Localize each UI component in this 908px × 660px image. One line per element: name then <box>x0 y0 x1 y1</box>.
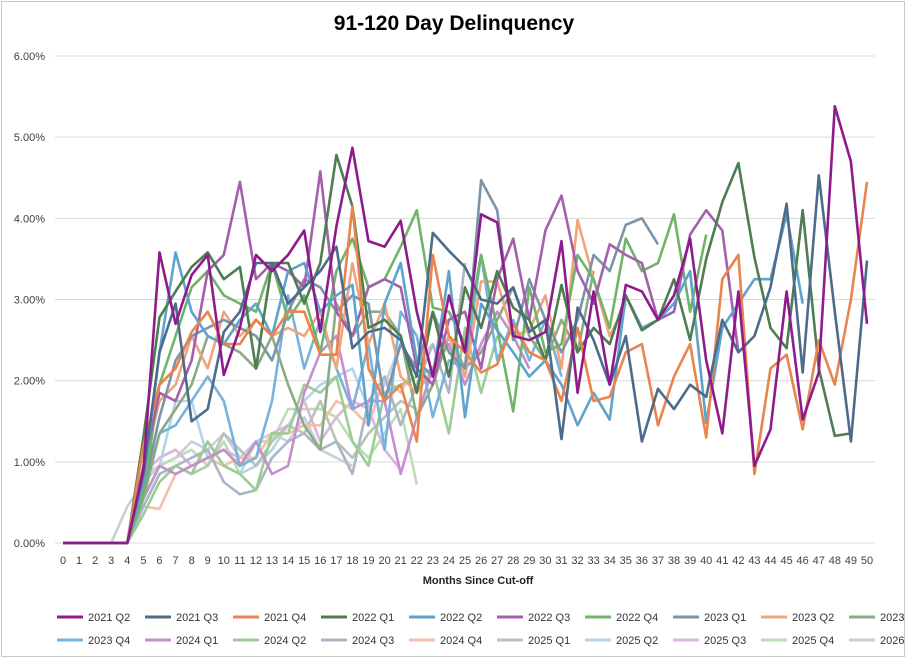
series-line <box>63 415 353 545</box>
x-tick-label: 50 <box>861 555 873 567</box>
x-tick-label: 14 <box>282 555 294 567</box>
x-tick-label: 35 <box>620 555 632 567</box>
x-tick-label: 21 <box>395 555 407 567</box>
x-tick-label: 34 <box>604 555 616 567</box>
x-tick-label: 37 <box>652 555 664 567</box>
series-line <box>63 170 740 545</box>
x-tick-label: 40 <box>700 555 712 567</box>
x-tick-label: 10 <box>218 555 230 567</box>
series-lines <box>63 105 869 545</box>
series-line <box>63 407 419 545</box>
y-axis-ticks: 0.00% 1.00% 2.00% 3.00% 4.00% 5.00% 6.00% <box>14 51 45 550</box>
x-tick-label: 49 <box>845 555 857 567</box>
x-axis-ticks: 0 1 2 3 4 5 6 7 8 9 10 11 12 13 14 15 16 17 18 19 20 21 22 23 24… <box>60 555 873 567</box>
x-tick-label: 27 <box>491 555 503 567</box>
y-tick-label: 1.00% <box>14 457 45 469</box>
legend-label: 2022 Q3 <box>528 612 570 624</box>
x-tick-label: 15 <box>298 555 310 567</box>
x-tick-label: 33 <box>588 555 600 567</box>
x-tick-label: 11 <box>234 555 245 567</box>
y-tick-label: 5.00% <box>14 132 45 144</box>
x-tick-label: 1 <box>76 555 82 567</box>
x-tick-label: 39 <box>684 555 696 567</box>
chart-title: 91-120 Day Delinquency <box>333 12 575 35</box>
legend-label: 2021 Q2 <box>88 612 130 624</box>
legend-label: 2023 Q2 <box>792 612 834 624</box>
y-tick-label: 4.00% <box>14 213 45 225</box>
legend-label: 2022 Q2 <box>440 612 482 624</box>
x-tick-label: 5 <box>140 555 146 567</box>
legend-label: 2024 Q4 <box>440 635 482 647</box>
x-axis-label: Months Since Cut-off <box>423 575 534 587</box>
legend-label: 2025 Q1 <box>528 635 570 647</box>
x-tick-label: 6 <box>156 555 162 567</box>
y-tick-label: 2.00% <box>14 376 45 388</box>
x-tick-label: 12 <box>250 555 262 567</box>
legend-label: 2023 Q1 <box>704 612 746 624</box>
x-tick-label: 28 <box>507 555 519 567</box>
legend-label: 2022 Q4 <box>616 612 658 624</box>
y-tick-label: 6.00% <box>14 51 45 63</box>
x-tick-label: 46 <box>797 555 809 567</box>
legend-label: 2023 Q4 <box>88 635 130 647</box>
x-tick-label: 48 <box>829 555 841 567</box>
x-tick-label: 4 <box>124 555 130 567</box>
x-tick-label: 42 <box>732 555 744 567</box>
gridlines <box>55 55 875 544</box>
x-tick-label: 0 <box>60 555 66 567</box>
x-tick-label: 44 <box>764 555 776 567</box>
legend: 2021 Q2 2021 Q3 2021 Q4 2022 Q1 2022 Q2 2022 … <box>57 612 908 647</box>
x-tick-label: 18 <box>346 555 358 567</box>
legend-label: 2025 Q2 <box>616 635 658 647</box>
x-tick-label: 3 <box>108 555 114 567</box>
x-tick-label: 2 <box>92 555 98 567</box>
legend-label: 2025 Q4 <box>792 635 834 647</box>
x-tick-label: 16 <box>314 555 326 567</box>
x-tick-label: 45 <box>780 555 792 567</box>
legend-label: 2025 Q3 <box>704 635 746 647</box>
series-line <box>63 105 869 545</box>
x-tick-label: 41 <box>716 555 728 567</box>
series-line <box>63 153 852 545</box>
x-tick-label: 26 <box>475 555 487 567</box>
x-tick-label: 25 <box>459 555 471 567</box>
legend-label: 2024 Q2 <box>264 635 306 647</box>
legend-label: 2024 Q3 <box>352 635 394 647</box>
x-tick-label: 32 <box>571 555 583 567</box>
legend-label: 2024 Q1 <box>176 635 218 647</box>
x-tick-label: 19 <box>362 555 374 567</box>
legend-label: 2023 Q3 <box>880 612 908 624</box>
x-tick-label: 30 <box>539 555 551 567</box>
legend-label: 2021 Q4 <box>264 612 306 624</box>
x-tick-label: 17 <box>330 555 342 567</box>
x-tick-label: 9 <box>205 555 211 567</box>
x-tick-label: 24 <box>443 555 455 567</box>
x-tick-label: 22 <box>411 555 423 567</box>
legend-label: 2026 Q1 <box>880 635 908 647</box>
x-tick-label: 38 <box>668 555 680 567</box>
x-tick-label: 43 <box>748 555 760 567</box>
series-line <box>63 270 595 545</box>
x-tick-label: 31 <box>555 555 567 567</box>
x-tick-label: 7 <box>172 555 178 567</box>
x-tick-label: 47 <box>813 555 825 567</box>
x-tick-label: 8 <box>189 555 195 567</box>
legend-label: 2022 Q1 <box>352 612 394 624</box>
x-tick-label: 29 <box>523 555 535 567</box>
x-tick-label: 23 <box>427 555 439 567</box>
y-tick-label: 3.00% <box>14 295 45 307</box>
x-tick-label: 20 <box>378 555 390 567</box>
x-tick-label: 36 <box>636 555 648 567</box>
x-tick-label: 13 <box>266 555 278 567</box>
legend-label: 2021 Q3 <box>176 612 218 624</box>
y-tick-label: 0.00% <box>14 538 45 550</box>
